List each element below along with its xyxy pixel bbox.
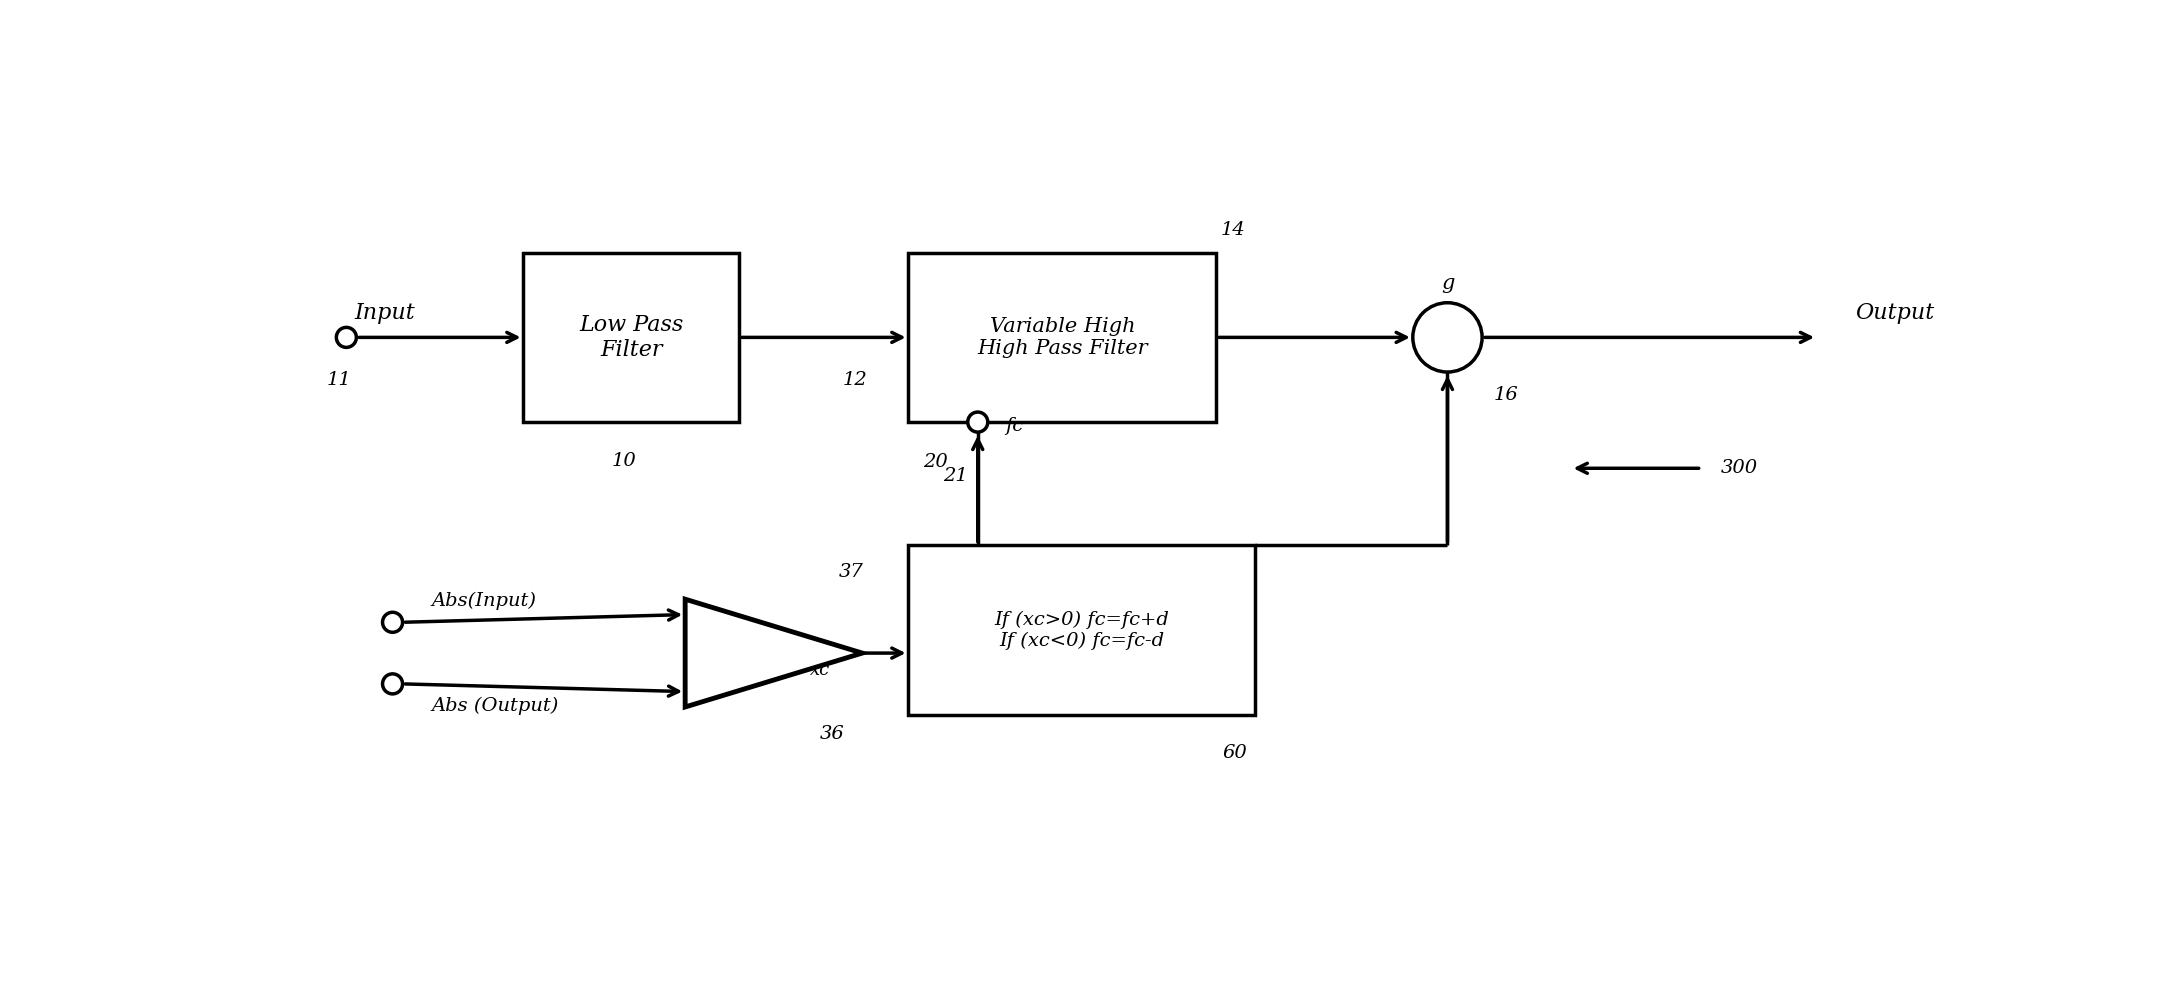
Text: Variable High
High Pass Filter: Variable High High Pass Filter [978, 317, 1147, 358]
Text: 21: 21 [943, 467, 967, 485]
Text: 60: 60 [1223, 744, 1247, 763]
Circle shape [382, 612, 402, 632]
FancyBboxPatch shape [524, 253, 739, 422]
Circle shape [382, 674, 402, 694]
Text: +: + [700, 676, 719, 699]
FancyBboxPatch shape [908, 545, 1256, 714]
Polygon shape [684, 599, 863, 707]
Text: 20: 20 [924, 453, 947, 471]
Text: Abs(Input): Abs(Input) [430, 591, 537, 610]
Text: g: g [1441, 274, 1454, 293]
Text: 11: 11 [326, 371, 352, 389]
Text: xc: xc [811, 661, 830, 679]
Text: 16: 16 [1493, 386, 1519, 404]
Text: 14: 14 [1221, 220, 1245, 238]
Text: 12: 12 [843, 371, 867, 389]
Text: Low Pass
Filter: Low Pass Filter [580, 314, 682, 361]
Text: 10: 10 [611, 452, 637, 470]
Circle shape [337, 328, 356, 348]
Text: Input: Input [354, 302, 415, 324]
Text: 37: 37 [839, 563, 865, 581]
Text: Output: Output [1856, 302, 1934, 324]
Text: 300: 300 [1721, 459, 1758, 477]
Circle shape [1412, 303, 1482, 372]
Text: If (xc>0) fc=fc+d
If (xc<0) fc=fc-d: If (xc>0) fc=fc+d If (xc<0) fc=fc-d [995, 610, 1169, 649]
FancyBboxPatch shape [908, 253, 1217, 422]
Text: −: − [700, 607, 719, 630]
Text: fc: fc [1004, 417, 1023, 435]
Circle shape [967, 412, 989, 432]
Text: Abs (Output): Abs (Output) [430, 696, 558, 714]
Text: 36: 36 [819, 724, 845, 742]
